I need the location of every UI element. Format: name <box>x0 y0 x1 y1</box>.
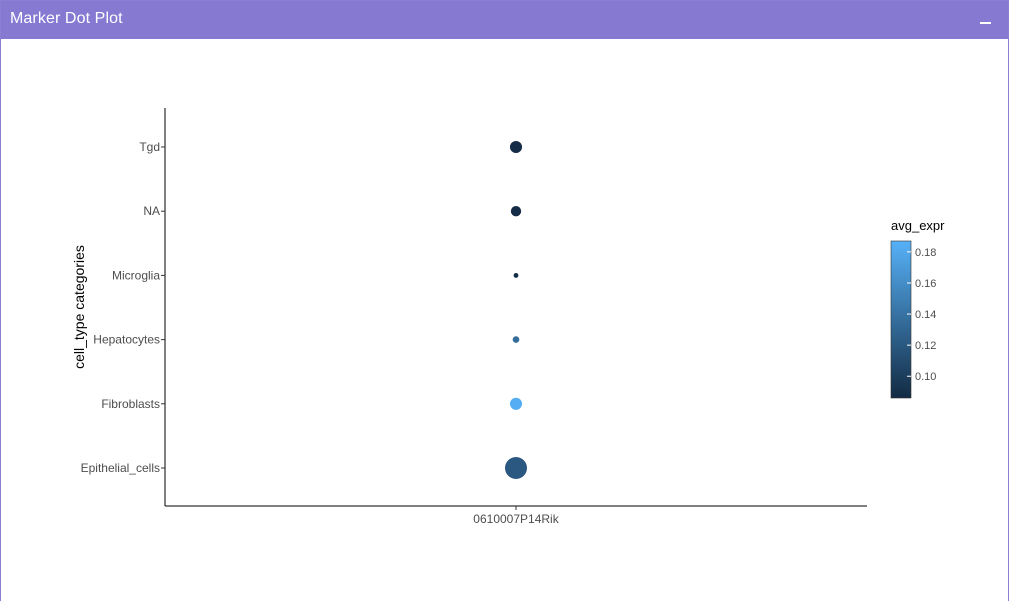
x-tick-label: 0610007P14Rik <box>473 512 559 526</box>
colorbar-tick-label: 0.14 <box>915 309 936 321</box>
panel-header: Marker Dot Plot <box>1 1 1008 39</box>
y-tick-label: Hepatocytes <box>93 333 160 347</box>
y-tick-label: NA <box>143 204 160 218</box>
dot-tgd <box>509 140 523 154</box>
y-tick-label: Epithelial_cells <box>81 461 160 475</box>
y-tick-label: Tgd <box>139 140 160 154</box>
y-tick-label: Microglia <box>112 268 160 282</box>
dot-fibroblasts <box>509 397 523 410</box>
dot-microglia <box>513 272 519 278</box>
panel-title: Marker Dot Plot <box>10 10 123 27</box>
colorbar-tick-label: 0.10 <box>915 371 936 383</box>
colorbar-title: avg_expr <box>891 218 945 233</box>
y-tick-label: Fibroblasts <box>101 397 160 411</box>
dot-epithelial-cells <box>505 457 527 479</box>
colorbar-gradient <box>890 240 912 399</box>
colorbar-tick-label: 0.12 <box>915 340 936 352</box>
dot-plot-chart: Epithelial_cells Fibroblasts Hepatocytes Mi… <box>71 108 945 526</box>
minus-icon[interactable] <box>976 10 996 30</box>
y-axis-label: cell_type categories <box>71 245 87 369</box>
colorbar-tick-label: 0.16 <box>915 278 936 290</box>
colorbar-tick-label: 0.18 <box>915 247 936 259</box>
dot-na <box>510 206 522 217</box>
dot-hepatocytes <box>512 336 520 343</box>
